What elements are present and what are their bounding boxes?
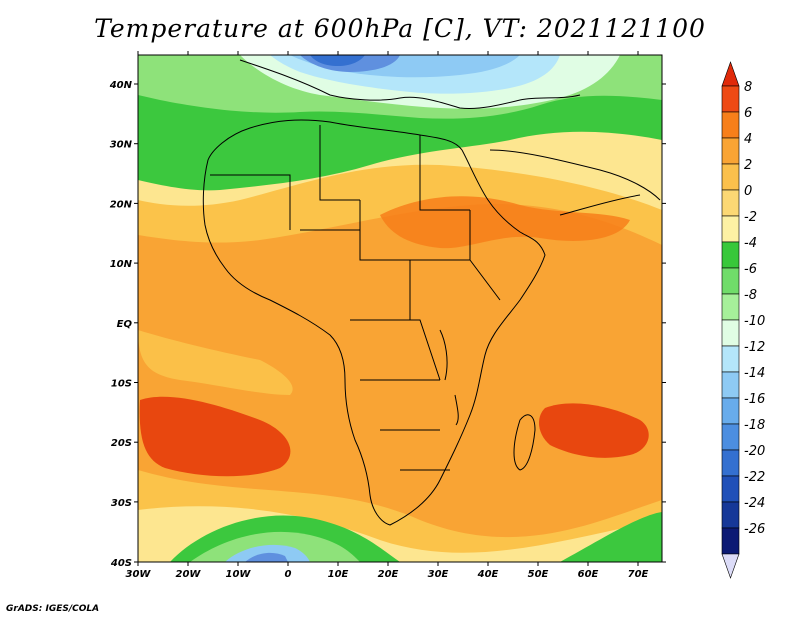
colorbar-swatch [721,319,740,347]
x-tick-label: 20W [176,569,202,580]
y-tick-label: 20N [110,199,133,210]
field-south-green2 [560,512,662,562]
y-tick-label: 10S [111,379,132,390]
colorbar-swatch [721,267,740,295]
colorbar-swatch [721,501,740,529]
credit-text: GrADS: IGES/COLA [6,604,100,614]
colorbar-swatch [721,371,740,399]
colorbar-label: -20 [744,444,765,459]
colorbar-label: 6 [744,106,752,121]
colorbar: 8 6 4 2 0 -2 -4 -6 -8 -10 -12 -14 -16 -18 -20 -22 -24 -26 [721,61,765,579]
europe-coastline [239,59,581,109]
colorbar-swatch [721,345,740,373]
colorbar-swatch [721,241,740,269]
colorbar-swatch [721,397,740,425]
colorbar-swatch [721,137,740,165]
colorbar-label: -4 [744,236,757,251]
colorbar-label: 8 [744,80,752,95]
colorbar-label: 2 [744,158,752,173]
temperature-field [138,55,662,562]
y-tick-label: 10N [110,259,133,270]
colorbar-swatch [721,475,740,503]
madagascar-coastline [513,414,536,471]
x-tick-label: 30W [126,569,152,580]
colorbar-swatch [721,111,740,139]
colorbar-label: -6 [744,262,757,277]
colorbar-label: 0 [744,184,752,199]
border-lines [210,125,501,471]
y-tick-label: EQ [117,319,133,330]
mild-pocket-westcoast [138,330,293,395]
colorbar-label: -14 [744,366,765,381]
field-south-blue2 [245,552,288,562]
colorbar-swatch [721,85,740,113]
colorbar-swatch [721,163,740,191]
warm-pocket-sahel [380,196,630,249]
colorbar-label: 4 [744,132,752,147]
field-north-deepblue2 [310,55,365,66]
x-tick-label: 70E [628,569,649,580]
y-tick-label: 30S [111,498,132,509]
y-tick-label: 40N [109,80,133,91]
coastlines [202,59,661,526]
x-axis: 30W 20W 10W 0 10E 20E 30E 40E 50E 60E 70E [126,51,649,580]
y-tick-label: 40S [110,558,132,569]
colorbar-swatch [721,215,740,243]
x-tick-label: 10E [328,569,349,580]
colorbar-label: -2 [744,210,757,225]
colorbar-label: -24 [744,496,765,511]
lake-lines [439,329,459,426]
colorbar-label: -18 [744,418,765,433]
x-tick-label: 50E [528,569,549,580]
colorbar-top-arrow [721,61,740,87]
colorbar-label: -12 [744,340,765,355]
x-tick-label: 0 [285,569,292,580]
colorbar-label: -26 [744,522,765,537]
colorbar-bottom-arrow [721,553,740,579]
colorbar-swatch [721,423,740,451]
x-tick-label: 60E [578,569,599,580]
arabia-coastline [489,149,661,216]
colorbar-swatch [721,293,740,321]
colorbar-label: -10 [744,314,765,329]
x-tick-label: 40E [477,569,499,580]
y-axis: 40N 30N 20N 10N EQ 10S 20S 30S 40S [109,80,666,569]
plot-frame [137,54,663,563]
colorbar-swatch [721,189,740,217]
warm-pocket-indian [538,403,649,458]
warm-pocket-atlantic [139,396,291,477]
colorbar-swatch [721,527,740,555]
x-tick-label: 20E [378,569,399,580]
x-tick-label: 10W [226,569,252,580]
y-tick-label: 20S [111,438,132,449]
colorbar-swatch [721,449,740,477]
y-tick-label: 30N [110,140,133,151]
x-tick-label: 30E [428,569,449,580]
colorbar-label: -16 [744,392,765,407]
map-title: Temperature at 600hPa [C], VT: 202112110… [94,14,706,43]
colorbar-label: -8 [744,288,757,303]
colorbar-label: -22 [744,470,765,485]
